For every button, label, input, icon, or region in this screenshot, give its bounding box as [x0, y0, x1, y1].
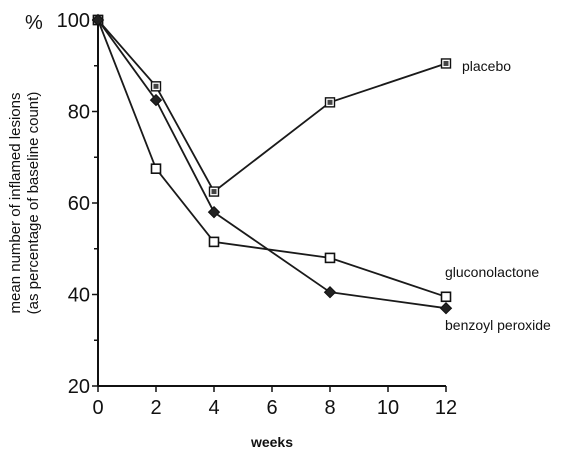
- y-axis-title-line-2: (as percentage of baseline count): [25, 92, 42, 315]
- x-axis-ticks: 0 2 4 6 8 10 12: [92, 386, 457, 419]
- series-label-gluconolactone: gluconolactone: [445, 264, 539, 280]
- data-point-marker: [323, 286, 337, 299]
- x-tick-label: 10: [377, 397, 399, 419]
- x-tick-label: 0: [92, 397, 103, 419]
- series-line-gluconolactone: [97, 19, 447, 298]
- y-tick-label: 100: [57, 10, 90, 32]
- data-point-marker-fill: [327, 99, 333, 105]
- series-gluconolactone: [92, 14, 452, 303]
- x-tick-label: 12: [435, 397, 457, 419]
- data-point-marker-fill: [443, 60, 449, 66]
- series-line-placebo: [97, 19, 447, 193]
- y-tick-label: 80: [68, 102, 90, 124]
- y-tick-label: 20: [68, 376, 90, 398]
- x-tick-label: 2: [150, 397, 161, 419]
- y-tick-label: 40: [68, 285, 90, 307]
- data-point-marker: [440, 291, 452, 303]
- data-point-marker: [324, 252, 336, 264]
- series-layer: [91, 13, 453, 315]
- data-point-marker: [150, 163, 162, 174]
- series-label-placebo: placebo: [462, 58, 511, 74]
- data-point-marker: [91, 13, 105, 27]
- data-point-marker-fill: [211, 189, 217, 195]
- x-tick-label: 6: [266, 397, 277, 419]
- data-point-marker: [208, 236, 220, 248]
- y-axis-title-line-1: mean number of inflamed lesions: [7, 93, 24, 314]
- series-placebo: [92, 14, 452, 197]
- y-unit-label: %: [25, 12, 43, 34]
- x-axis-title: weeks: [250, 434, 293, 450]
- x-tick-label: 8: [324, 397, 335, 419]
- y-tick-label: 60: [68, 193, 90, 215]
- series-label-benzoyl-peroxide: benzoyl peroxide: [445, 317, 551, 333]
- data-point-marker-fill: [153, 83, 159, 89]
- x-tick-label: 4: [208, 397, 219, 419]
- series-benzoyl-peroxide: [91, 13, 453, 315]
- data-point-marker: [439, 302, 453, 315]
- y-axis-ticks: 20 40 60 80 100: [57, 10, 98, 398]
- series-line-benzoyl-peroxide: [97, 19, 447, 310]
- data-point-marker: [149, 93, 163, 107]
- data-point-marker: [207, 205, 221, 219]
